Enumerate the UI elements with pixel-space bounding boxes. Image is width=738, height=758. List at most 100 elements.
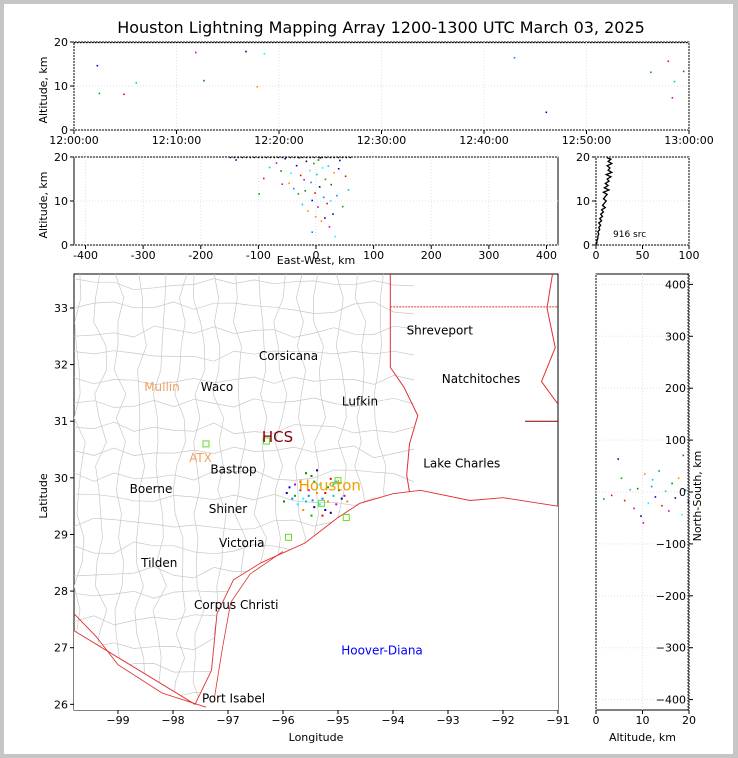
source-marker [687,436,689,438]
lightning-source-point [329,200,332,202]
lightning-source-point [654,496,657,498]
source-marker [542,42,544,44]
source-marker [687,601,689,603]
lightning-source-point [305,472,307,475]
source-marker [687,547,689,549]
source-marker [233,157,236,159]
city-label: Houston [299,476,361,494]
source-marker [578,42,580,44]
lightning-source-point [310,514,313,517]
source-marker [687,289,689,291]
source-marker [170,42,172,44]
longitude-axis-tick-label: −91 [546,714,569,727]
source-marker [265,157,268,159]
source-marker [687,568,689,570]
source-marker [317,157,320,159]
source-marker [113,42,115,44]
north-south-axis-tick-label: −300 [656,642,686,655]
source-marker [341,157,344,159]
source-marker [687,280,689,282]
source-marker [221,42,223,44]
lightning-source-point [318,503,321,506]
source-marker [253,157,256,159]
source-marker [687,673,689,675]
source-marker [290,42,292,44]
source-marker [647,42,649,44]
source-marker [687,649,689,651]
source-marker [233,42,235,44]
source-marker [539,42,541,44]
gulf-of-mexico [74,490,558,710]
lma-station-marker [334,477,342,485]
source-marker [687,397,689,399]
source-marker [687,463,689,465]
source-marker [344,42,346,44]
source-marker [687,589,689,591]
source-marker [563,42,565,44]
lma-station-marker [285,533,292,541]
source-marker [687,379,689,381]
source-marker [687,367,689,369]
source-marker [687,610,689,612]
source-marker [131,42,133,44]
source-marker [297,157,300,159]
lightning-source-point [298,157,301,159]
source-marker [209,42,211,44]
north-south-ylabel: North-South, km [691,451,704,542]
lightning-source-point [651,479,654,481]
source-marker [687,613,689,615]
longitude-axis-tick-label: −94 [381,714,404,727]
latitude-axis-tick-label: 33 [54,302,68,315]
lightning-source-point [296,503,299,506]
source-marker [687,469,689,471]
source-marker [386,42,388,44]
lma-station-marker [342,513,350,521]
source-marker [241,157,244,159]
lightning-source-point [327,486,329,489]
source-marker [392,42,394,44]
source-marker [650,42,652,44]
lma-station-marker [318,499,325,507]
source-marker [687,406,689,408]
lightning-source-point [333,171,335,174]
city-label: Lake Charles [423,457,500,471]
source-marker [281,157,284,159]
city-label: Boerne [130,482,173,496]
source-marker [377,42,379,44]
city-label: Corsicana [259,349,318,363]
source-marker [575,42,577,44]
lightning-source-point [290,172,292,174]
source-marker [434,42,436,44]
source-marker [687,616,689,618]
source-marker [287,42,289,44]
source-marker [687,607,689,609]
source-marker [566,42,568,44]
ew-altitude-axis-tick-label: 0 [61,239,68,252]
source-marker [149,42,151,44]
county-boundary [74,397,415,408]
county-boundary [74,350,415,362]
source-marker [349,157,352,159]
lightning-source-point [291,497,294,500]
altitude-axis-tick-label: 20 [682,714,696,727]
source-marker [687,622,689,624]
county-boundary [74,278,415,291]
source-marker [687,562,689,564]
north-south-axis-tick-label: 300 [665,330,686,343]
source-marker [242,42,244,44]
time-height-altitude-axis-tick-label: 10 [54,80,68,93]
lightning-source-point [329,511,332,514]
lightning-source-point [299,480,302,483]
lightning-source-point [263,53,266,55]
lightning-source-point [667,60,670,63]
source-marker [416,42,418,44]
source-marker [687,361,689,363]
source-marker [687,481,689,483]
county-boundary [212,274,227,707]
source-marker [548,42,550,44]
source-marker [419,42,421,44]
county-boundary [74,469,415,483]
source-marker [687,559,689,561]
city-label: ATX [189,451,212,465]
source-marker [687,412,689,414]
